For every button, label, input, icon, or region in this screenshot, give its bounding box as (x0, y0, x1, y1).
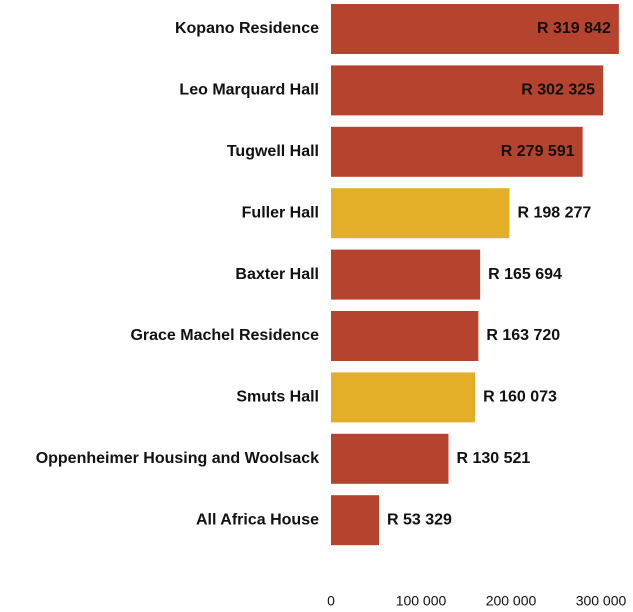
value-label: R 279 591 (501, 143, 575, 160)
bar (331, 249, 481, 300)
bar (331, 188, 510, 239)
bar (331, 311, 479, 361)
bar (331, 126, 583, 177)
value-label: R 130 521 (456, 450, 530, 467)
category-label: Kopano Residence (175, 20, 319, 37)
x-tick-label: 0 (327, 593, 335, 609)
bar (331, 372, 476, 423)
value-label: R 319 842 (537, 20, 611, 37)
bar (331, 433, 449, 484)
value-label: R 165 694 (488, 266, 562, 283)
x-tick-label: 300 000 (576, 593, 627, 609)
category-label: All Africa House (196, 511, 319, 528)
category-label: Oppenheimer Housing and Woolsack (36, 450, 319, 467)
value-label: R 53 329 (387, 511, 452, 528)
category-label: Leo Marquard Hall (179, 82, 319, 99)
value-label: R 302 325 (521, 82, 595, 99)
bar (331, 495, 379, 546)
x-tick-label: 100 000 (396, 593, 447, 609)
bar (331, 65, 604, 116)
category-label: Smuts Hall (236, 389, 319, 406)
value-label: R 160 073 (483, 389, 557, 406)
value-label: R 163 720 (486, 327, 560, 344)
category-label: Baxter Hall (235, 266, 319, 283)
category-label: Grace Machel Residence (130, 327, 319, 344)
x-tick-label: 200 000 (486, 593, 537, 609)
bar (331, 4, 619, 54)
category-label: Tugwell Hall (227, 143, 319, 160)
category-label: Fuller Hall (242, 204, 319, 221)
value-label: R 198 277 (517, 204, 591, 221)
